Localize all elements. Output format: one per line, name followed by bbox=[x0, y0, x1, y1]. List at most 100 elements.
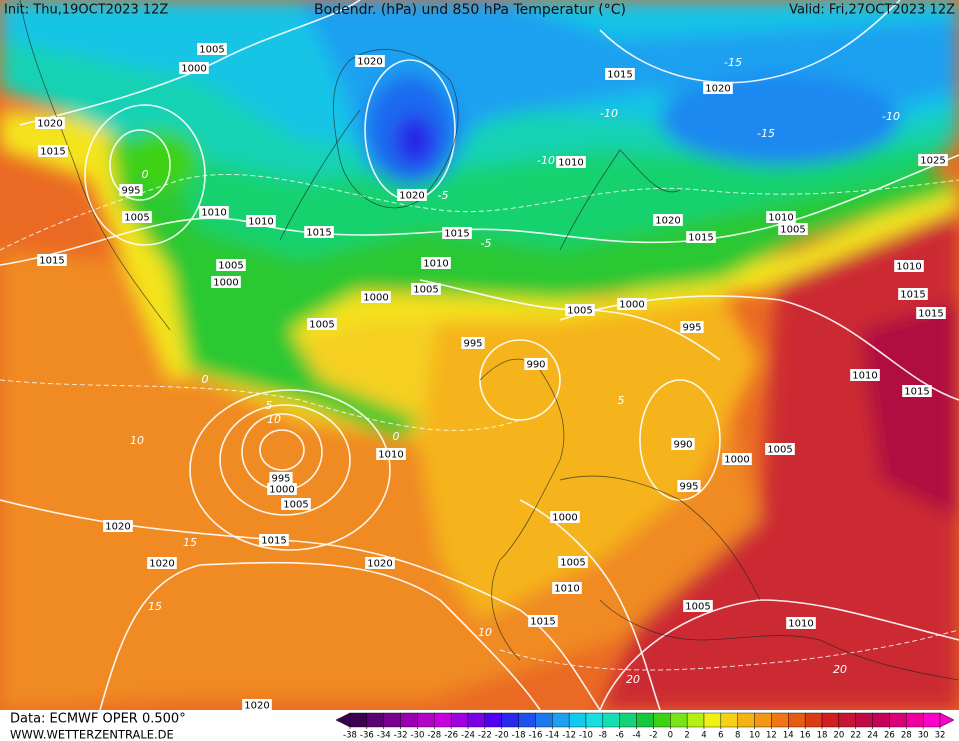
isobar-label: 1005 bbox=[767, 445, 792, 456]
color-box bbox=[349, 712, 368, 728]
isobar-label: 1020 bbox=[357, 57, 382, 68]
isobar-label: 1010 bbox=[852, 371, 877, 382]
isobar-label: 1015 bbox=[261, 536, 286, 547]
color-box bbox=[922, 712, 941, 728]
isobar-label-box bbox=[605, 68, 635, 80]
isobar-label: 1015 bbox=[39, 256, 64, 267]
colorbar-tick-label: 10 bbox=[749, 731, 760, 741]
isobar-label-box bbox=[361, 291, 391, 303]
color-box bbox=[821, 712, 840, 728]
isobar-label-box bbox=[37, 254, 67, 266]
isobar-label: 1000 bbox=[363, 293, 388, 304]
isobar-label: 1020 bbox=[105, 522, 130, 533]
isobar-label-box bbox=[365, 557, 395, 569]
isobar-label: 1000 bbox=[552, 513, 577, 524]
init-time: Init: Thu,19OCT2023 12Z bbox=[4, 3, 168, 18]
isobar-label-box bbox=[38, 145, 68, 157]
isobar-label-box bbox=[281, 498, 311, 510]
colorbar-tick-label: 16 bbox=[800, 731, 811, 741]
colorbar-tick-label: -22 bbox=[478, 731, 492, 741]
temperature-label: -10 bbox=[600, 107, 618, 120]
isobar-label: 1005 bbox=[560, 558, 585, 569]
temperature-label: 5 bbox=[266, 399, 273, 412]
colorbar-tick-label: 28 bbox=[901, 731, 912, 741]
isobar-label: 1010 bbox=[788, 619, 813, 630]
isobar-label-box bbox=[765, 443, 795, 455]
color-box bbox=[720, 712, 738, 728]
colorbar-tick-label: -34 bbox=[377, 731, 391, 741]
isobar-label-box bbox=[686, 231, 716, 243]
isobar-label-box bbox=[216, 259, 246, 271]
isobar-label-box bbox=[703, 82, 733, 94]
colorbar-tick-label: 24 bbox=[867, 731, 878, 741]
colorbar-tick-label: -12 bbox=[562, 731, 576, 741]
isobar-label-box bbox=[267, 483, 297, 495]
isobar-label: 1000 bbox=[724, 455, 749, 466]
isobar-label: 1005 bbox=[218, 261, 243, 272]
colorbar-tick-label: 22 bbox=[850, 731, 861, 741]
colorbar-tick-label: 4 bbox=[701, 731, 706, 741]
isobar-label: 1015 bbox=[40, 147, 65, 158]
colorbar-tick-label: 18 bbox=[817, 731, 828, 741]
isobar-label-box bbox=[421, 257, 451, 269]
isobar-label-box bbox=[722, 453, 752, 465]
isobar-label-box bbox=[461, 337, 485, 349]
isobar-label: 1025 bbox=[920, 156, 945, 167]
color-box bbox=[788, 712, 806, 728]
color-box bbox=[754, 712, 772, 728]
isobar-label: 1015 bbox=[530, 617, 555, 628]
color-box bbox=[467, 712, 486, 728]
isobar-label: 1020 bbox=[399, 191, 424, 202]
colorbar-tick-label: -24 bbox=[461, 731, 475, 741]
colorbar-tick-label: -16 bbox=[528, 731, 542, 741]
isobar-label-box bbox=[246, 215, 276, 227]
map-title: Bodendr. (hPa) und 850 hPa Temperatur (°… bbox=[314, 2, 626, 18]
isobar-label: 1020 bbox=[37, 119, 62, 130]
isobar-label-box bbox=[442, 227, 472, 239]
temperature-label: 15 bbox=[148, 600, 162, 613]
isobar-label: 1020 bbox=[244, 701, 269, 712]
color-box bbox=[670, 712, 688, 728]
isobar-label: 1005 bbox=[685, 602, 710, 613]
color-box bbox=[568, 712, 587, 728]
isobar-label-box bbox=[683, 600, 713, 612]
colorbar-tick-label: -30 bbox=[410, 731, 424, 741]
isobar-label: 995 bbox=[682, 323, 701, 334]
colorbar-tick-label: 32 bbox=[935, 731, 946, 741]
isobar-label-box bbox=[179, 62, 209, 74]
isobar-label-box bbox=[902, 385, 932, 397]
color-box bbox=[619, 712, 637, 728]
isobar-label: 1000 bbox=[619, 300, 644, 311]
isobar-label: 1020 bbox=[705, 84, 730, 95]
color-box bbox=[872, 712, 890, 728]
isobar-label-box bbox=[617, 298, 647, 310]
isobar-label-box bbox=[242, 699, 272, 711]
isobar-label: 990 bbox=[673, 440, 692, 451]
isobar-label-box bbox=[850, 369, 880, 381]
colorbar-tick-label: -26 bbox=[444, 731, 458, 741]
temperature-label: 10 bbox=[130, 434, 144, 447]
temperature-label: 10 bbox=[478, 626, 492, 639]
isobar-label-box bbox=[147, 557, 177, 569]
temperature-label: 0 bbox=[393, 430, 400, 443]
isobar-label: 995 bbox=[679, 482, 698, 493]
isobar-label: 1015 bbox=[918, 309, 943, 320]
isobar-label: 1000 bbox=[269, 485, 294, 496]
isobar-label-box bbox=[918, 154, 948, 166]
temperature-label: 20 bbox=[626, 673, 640, 686]
colorbar-tick-label: -20 bbox=[495, 731, 509, 741]
isobar-label: 1000 bbox=[213, 278, 238, 289]
color-box bbox=[838, 712, 856, 728]
color-box bbox=[703, 712, 722, 728]
isobar-label-box bbox=[550, 511, 580, 523]
color-box bbox=[636, 712, 654, 728]
isobar-label: 995 bbox=[271, 474, 290, 485]
isobar-label: 1005 bbox=[124, 213, 149, 224]
color-box bbox=[855, 712, 873, 728]
map-field bbox=[0, 0, 959, 710]
isobar-label-box bbox=[558, 556, 588, 568]
isobar-label-box bbox=[35, 117, 65, 129]
colorbar-tick-label: -38 bbox=[343, 731, 357, 741]
isobar-label: 1010 bbox=[768, 213, 793, 224]
